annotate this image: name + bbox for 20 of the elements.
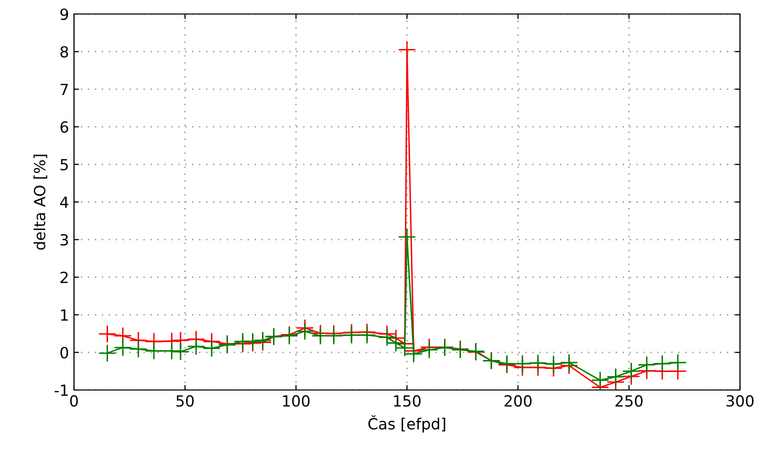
x-tick-label: 250: [616, 395, 643, 407]
x-tick-label: 100: [283, 395, 310, 407]
x-tick-label: 150: [394, 395, 421, 407]
y-axis-title: delta AO [%]: [34, 154, 48, 250]
y-tick-label: 6: [60, 121, 68, 133]
y-tick-label: 2: [60, 272, 68, 284]
y-tick-label: 5: [60, 159, 68, 170]
x-tick-label: 200: [504, 395, 532, 407]
y-tick-label: 3: [60, 234, 68, 246]
x-tick-label: 50: [176, 395, 194, 407]
y-tick-label: 9: [60, 8, 68, 20]
x-tick-label: 0: [70, 395, 78, 407]
y-tick-label: 7: [60, 84, 68, 96]
y-tick-label: 8: [60, 46, 68, 58]
y-tick-label: 4: [60, 196, 68, 208]
x-tick-label: 300: [726, 395, 754, 407]
y-tick-label: 0: [60, 346, 68, 358]
x-axis-title: Čas [efpd]: [368, 415, 446, 433]
y-tick-label: -1: [54, 384, 68, 396]
y-tick-label: 1: [61, 309, 68, 321]
